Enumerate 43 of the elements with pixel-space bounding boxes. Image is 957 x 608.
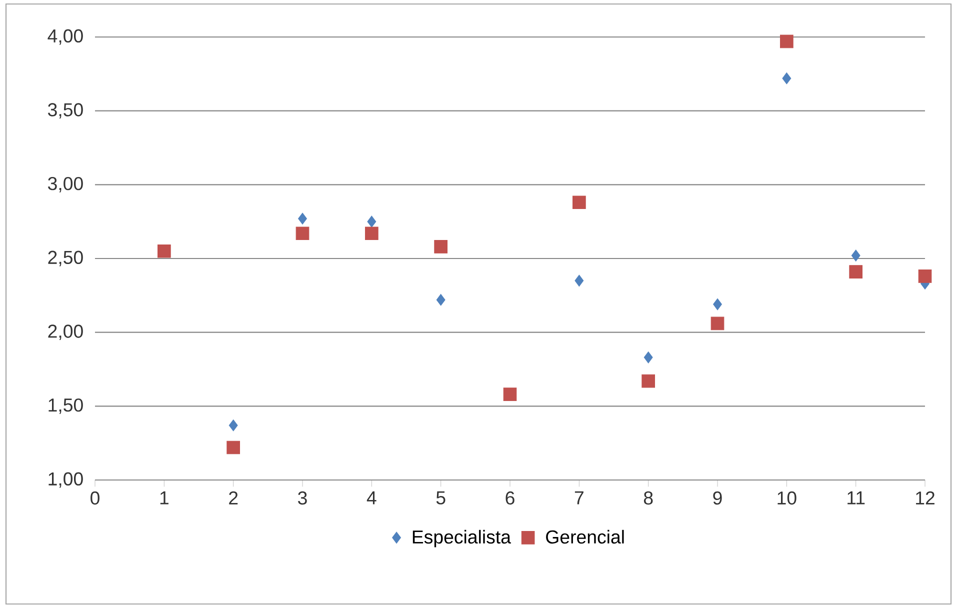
- legend-label: Especialista: [412, 530, 511, 548]
- point: [851, 250, 860, 262]
- x-tick-label: 0: [90, 491, 100, 505]
- x-tick-label: 6: [506, 491, 514, 505]
- point: [503, 388, 517, 402]
- x-tick-label: 9: [713, 491, 722, 505]
- point: [158, 244, 171, 258]
- point: [228, 419, 238, 432]
- point: [298, 212, 307, 224]
- y-tick-label: 2,00: [48, 324, 83, 340]
- point: [642, 374, 656, 388]
- y-tick-label: 1,00: [48, 472, 83, 488]
- x-tick-label: 5: [436, 491, 446, 504]
- point: [434, 240, 448, 254]
- x-tick-label: 1: [160, 491, 168, 504]
- point: [710, 316, 724, 330]
- point: [296, 226, 310, 240]
- point: [572, 196, 586, 210]
- point: [574, 274, 584, 287]
- y-tick-label: 1,50: [48, 398, 83, 414]
- point: [849, 265, 863, 278]
- y-tick-label: 2,50: [48, 250, 83, 266]
- y-tick-label: 4,00: [48, 29, 83, 45]
- x-tick-label: 12: [916, 491, 934, 504]
- x-tick-label: 2: [229, 491, 238, 504]
- x-tick-label: 8: [644, 491, 653, 505]
- point: [226, 440, 240, 454]
- x-tick-label: 7: [574, 491, 584, 504]
- point: [782, 72, 792, 84]
- point: [644, 352, 653, 364]
- legend-label: Gerencial: [546, 530, 624, 544]
- x-tick-label: 4: [366, 491, 376, 504]
- point: [436, 294, 446, 306]
- point: [918, 270, 932, 283]
- y-tick-label: 3,00: [48, 176, 83, 192]
- x-tick-label: 3: [298, 491, 307, 505]
- y-tick-label: 3,50: [48, 103, 83, 119]
- point: [780, 34, 794, 48]
- point: [365, 226, 378, 240]
- x-tick-label: 11: [848, 491, 865, 504]
- point: [367, 216, 376, 228]
- x-tick-label: 10: [778, 491, 796, 505]
- point: [713, 298, 722, 310]
